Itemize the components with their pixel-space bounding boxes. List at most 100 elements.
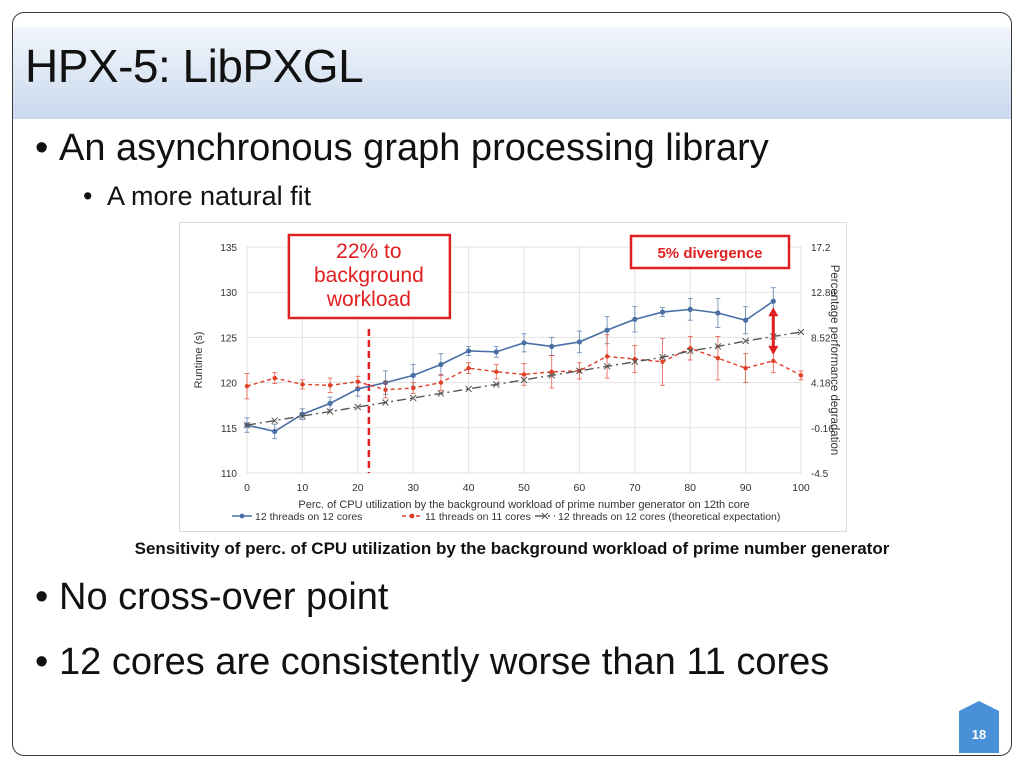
legend-marker	[541, 512, 549, 520]
data-point	[715, 355, 721, 361]
data-point	[576, 339, 582, 345]
x-tick-label: 50	[518, 482, 530, 494]
sub-bullet-1: • A more natural fit	[83, 181, 311, 212]
title-bar	[13, 27, 1011, 119]
annotation-divergence: 5% divergence	[629, 234, 791, 355]
bullet-3: • 12 cores are consistently worse than 11…	[35, 641, 829, 684]
x-tick-label: 20	[352, 482, 364, 494]
data-point	[466, 365, 471, 371]
annotation-text: background	[314, 264, 424, 287]
legend-marker	[239, 513, 245, 519]
data-point	[466, 348, 472, 354]
data-point	[687, 306, 693, 312]
data-point	[632, 316, 638, 322]
bullet-dot-icon: •	[35, 641, 49, 683]
y-tick-label: 135	[220, 243, 237, 254]
data-point	[797, 328, 805, 336]
data-point	[604, 354, 610, 359]
data-point	[549, 369, 554, 374]
data-point	[576, 367, 583, 375]
page-badge-shape	[959, 701, 999, 753]
y-tick-label: 120	[220, 379, 237, 390]
data-point	[438, 361, 444, 368]
data-point	[604, 327, 610, 333]
data-point	[715, 310, 721, 316]
data-point	[659, 309, 666, 315]
data-point	[272, 428, 278, 435]
y-tick-label: 125	[220, 333, 237, 344]
data-point	[660, 359, 665, 365]
arrow-down-icon	[768, 345, 779, 355]
slide: HPX-5: LibPXGL • An asynchronous graph pr…	[12, 12, 1012, 756]
legend-marker	[409, 513, 415, 519]
data-point	[410, 372, 416, 378]
data-point	[493, 349, 499, 355]
runtime-chart: 110 -4.5 115 -0.16 120 4.18 125 8.52 130 12.86 135…	[193, 233, 840, 523]
sub-bullet-text: A more natural fit	[107, 181, 312, 211]
data-point	[770, 298, 776, 304]
data-point	[411, 385, 416, 391]
bullet-text: An asynchronous graph processing library	[59, 127, 769, 169]
x-tick-label: 100	[792, 482, 810, 494]
data-point	[354, 403, 362, 411]
annotation-box	[287, 233, 452, 320]
y-tick-label: 115	[221, 424, 237, 435]
y2-tick-label: 4.18	[811, 379, 831, 390]
data-point	[383, 387, 388, 393]
bullet-dot-icon: •	[83, 181, 93, 211]
series-2	[244, 334, 804, 400]
data-point	[742, 337, 749, 345]
bullet-2: • No cross-over point	[35, 576, 388, 619]
data-point	[244, 384, 250, 389]
page-number: 18	[972, 727, 986, 742]
data-point	[631, 358, 639, 366]
data-point	[771, 358, 776, 364]
series-line	[246, 347, 802, 391]
series-line	[246, 300, 774, 433]
y2-tick-label: -0.16	[811, 424, 834, 435]
data-point	[549, 343, 555, 350]
data-point	[326, 408, 334, 415]
x-tick-label: 70	[629, 482, 641, 494]
data-point	[520, 376, 528, 384]
data-point	[327, 400, 333, 406]
slide-title: HPX-5: LibPXGL	[25, 40, 364, 92]
data-point	[521, 340, 527, 346]
bullet-1: • An asynchronous graph processing librar…	[35, 127, 769, 170]
data-point	[492, 381, 500, 388]
bullet-dot-icon: •	[35, 127, 49, 169]
x-tick-label: 60	[574, 482, 586, 494]
legend-label: 11 threads on 11 cores	[425, 511, 531, 523]
y-tick-label: 110	[221, 469, 237, 480]
x-tick-label: 0	[244, 482, 250, 494]
data-point	[271, 417, 279, 424]
data-point	[798, 373, 804, 378]
data-point	[409, 394, 417, 402]
data-point	[603, 362, 611, 370]
data-point	[548, 372, 556, 379]
page-number-badge: 18	[959, 701, 999, 753]
data-point	[300, 382, 305, 387]
y2-tick-label: 17.2	[811, 243, 831, 254]
legend: 12 threads on 12 cores 11 threads on 11 c…	[232, 511, 780, 523]
data-point	[521, 372, 527, 377]
data-point	[243, 421, 251, 429]
y2-tick-label: 12.86	[811, 288, 836, 299]
data-point	[355, 379, 360, 384]
data-point	[437, 390, 445, 397]
data-point	[272, 375, 277, 381]
y-axis-label: Runtime (s)	[193, 332, 205, 389]
annotation-text: 22% to	[336, 240, 401, 263]
annotation-box	[629, 234, 791, 270]
bullet-text: No cross-over point	[59, 576, 389, 618]
x-tick-label: 40	[463, 482, 475, 494]
data-point	[686, 347, 694, 355]
chart-container: 110 -4.5 115 -0.16 120 4.18 125 8.52 130 12.86 135…	[179, 222, 847, 532]
data-point	[438, 380, 444, 385]
data-point	[659, 353, 666, 361]
data-point	[465, 385, 472, 393]
x-tick-label: 30	[407, 482, 419, 494]
arrow-up-icon	[768, 307, 779, 317]
legend-label: 12 threads on 12 cores (theoretical expe…	[558, 511, 780, 523]
